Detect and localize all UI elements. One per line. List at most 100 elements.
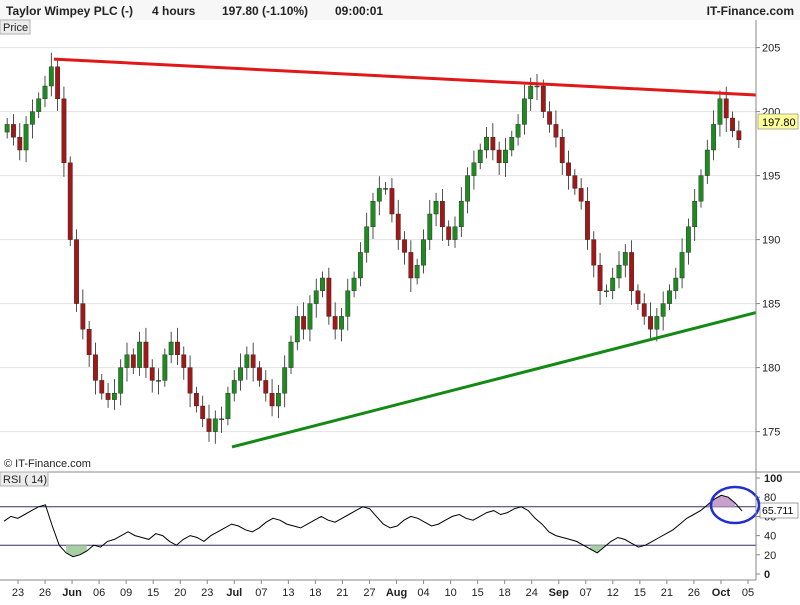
x-tick-label: 07 (580, 587, 592, 599)
candle-down (736, 130, 742, 140)
candle-down (597, 265, 603, 292)
candle-down (86, 329, 92, 356)
price-panel-bg (0, 20, 756, 472)
candle-up (421, 239, 426, 266)
candle-up (124, 354, 130, 368)
rsi-axis: 020406080100 (756, 473, 782, 581)
x-tick-label: 06 (93, 587, 105, 599)
candle-down (181, 354, 187, 368)
x-tick-label: 26 (688, 587, 700, 599)
candle-up (711, 124, 717, 151)
instrument-name: Taylor Wimpey PLC (-) (6, 4, 133, 18)
candle-up (692, 200, 698, 227)
candle-up (383, 188, 389, 190)
x-tick-label: 13 (282, 587, 294, 599)
copyright-watermark: © IT-Finance.com (4, 458, 91, 470)
candle-up (168, 341, 174, 356)
x-tick-label: 09 (120, 587, 132, 599)
candle-up (471, 162, 477, 176)
candle-up (351, 277, 357, 292)
rsi-value-badge-text: 65.711 (762, 505, 793, 517)
candle-up (288, 341, 294, 368)
candle-down (175, 341, 180, 356)
candle-up (275, 393, 281, 407)
x-tick-label: Oct (712, 587, 731, 599)
candle-up (320, 277, 325, 292)
rsi-value-badge: 65.711 (759, 502, 799, 519)
rsi-highlight-circle (709, 485, 761, 525)
candle-down (553, 124, 559, 138)
rsi-line-path (3, 494, 743, 558)
price-tick-label: 190 (762, 235, 780, 247)
candle-down (61, 98, 67, 164)
candle-down (540, 85, 546, 112)
rsi-fills (66, 495, 736, 557)
x-tick-label: 27 (363, 587, 375, 599)
candle-up (294, 316, 300, 343)
candle-down (446, 226, 452, 240)
support-trendline (231, 311, 757, 449)
resistance-trendline (53, 57, 757, 97)
candle-up (357, 252, 363, 279)
x-tick-label: 24 (526, 587, 538, 599)
candle-up (339, 316, 344, 330)
x-tick-label: 23 (201, 587, 213, 599)
candle-down (193, 393, 199, 407)
candle-up (219, 418, 225, 420)
brand-label: IT-Finance.com (707, 4, 794, 18)
candle-up (376, 188, 382, 202)
candle-up (433, 200, 439, 215)
candle-down (629, 252, 635, 291)
candle-down (496, 149, 502, 164)
candle-down (389, 188, 395, 215)
rsi-overbought-fill (707, 495, 736, 507)
x-tick-label: 10 (444, 587, 456, 599)
last-price-badge-bg (757, 113, 799, 130)
candle-up (118, 367, 124, 394)
candle-down (143, 341, 149, 368)
rsi-oversold-fill (590, 545, 605, 553)
rsi-tick-label: 20 (764, 550, 776, 562)
candle-up (503, 149, 508, 164)
candle-down (730, 117, 735, 132)
candle-up (42, 85, 48, 100)
candle-up (29, 111, 35, 125)
candle-down (402, 239, 407, 253)
trendlines (53, 57, 757, 449)
candle-down (11, 124, 16, 138)
candle-up (414, 265, 420, 279)
candle-up (307, 303, 313, 330)
candle-up (660, 303, 666, 317)
candle-down (187, 367, 193, 394)
price-tick-label: 185 (762, 299, 780, 311)
candle-up (673, 277, 679, 292)
x-tick-label: 04 (417, 587, 429, 599)
candle-up (704, 149, 710, 176)
candle-up (345, 290, 351, 317)
rsi-line (3, 494, 743, 558)
rsi-reference-lines (0, 506, 756, 546)
candle-up (698, 175, 704, 202)
x-tick-label: 15 (634, 587, 646, 599)
candle-up (667, 290, 672, 304)
candle-up (534, 85, 540, 88)
x-tick-label: 26 (39, 587, 51, 599)
price-panel-label-box (0, 19, 31, 35)
x-tick-label: 07 (255, 587, 267, 599)
candle-up (515, 124, 521, 138)
timestamp-label: 09:00:01 (335, 4, 383, 18)
candle-down (332, 316, 338, 330)
candle-down (566, 162, 571, 176)
x-tick-label: 21 (336, 587, 348, 599)
candle-down (200, 405, 206, 420)
candle-up (603, 290, 609, 292)
candle-up (225, 393, 231, 420)
candle-up (458, 200, 464, 227)
candle-down (105, 393, 111, 400)
candle-down (93, 354, 98, 381)
candle-up (282, 367, 288, 394)
price-panel-label: Price (3, 22, 28, 34)
x-tick-label: 15 (472, 587, 484, 599)
x-tick-label: 05 (742, 587, 754, 599)
